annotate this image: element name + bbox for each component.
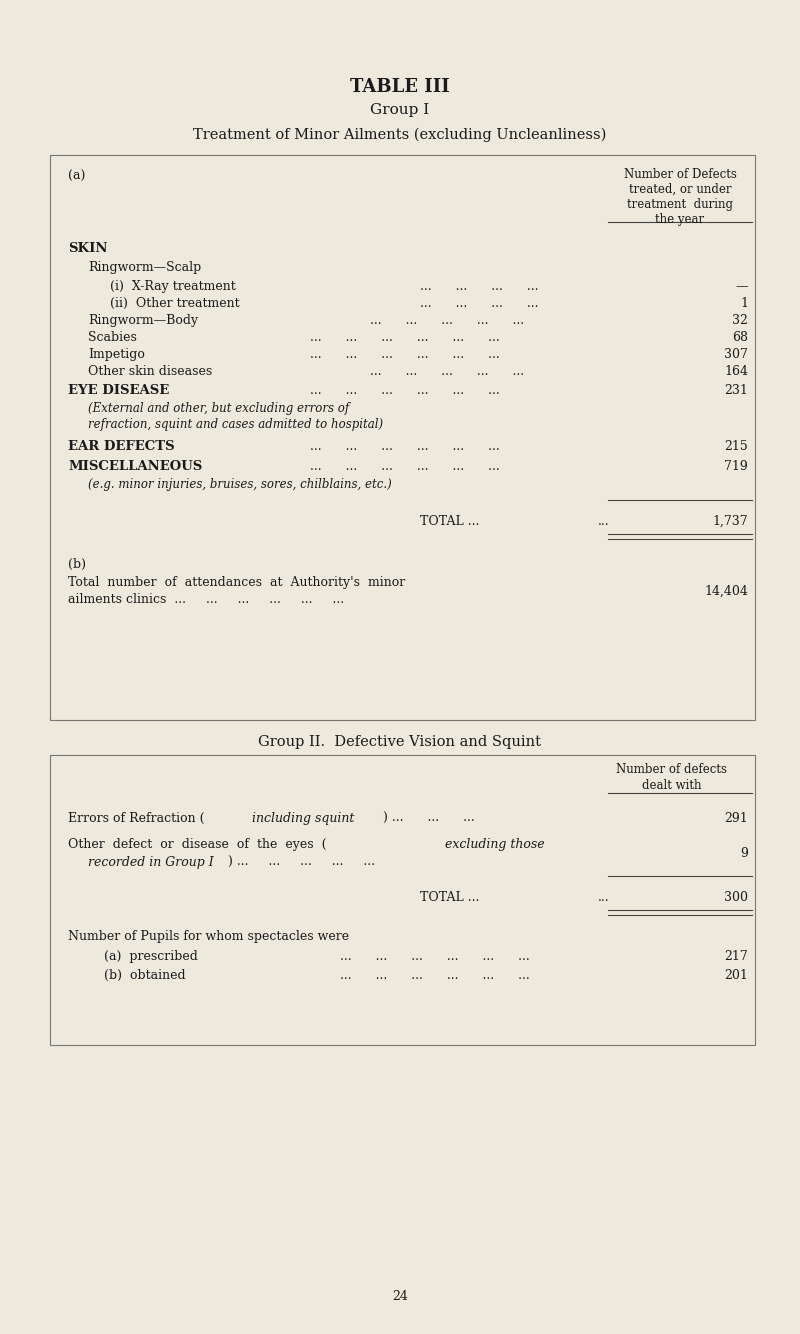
Text: (i)  X-Ray treatment: (i) X-Ray treatment (110, 280, 236, 293)
Text: 215: 215 (724, 440, 748, 454)
Bar (50, 755, 755, 1045)
Text: SKIN: SKIN (68, 241, 107, 255)
Text: ) ...     ...     ...     ...     ...: ) ... ... ... ... ... (228, 856, 375, 868)
Text: 32: 32 (732, 313, 748, 327)
Text: 291: 291 (724, 812, 748, 824)
Text: (a): (a) (68, 169, 86, 183)
Text: including squint: including squint (252, 812, 354, 824)
Text: 231: 231 (724, 384, 748, 398)
Text: ...      ...      ...      ...      ...      ...: ... ... ... ... ... ... (310, 348, 500, 362)
Text: ...      ...      ...      ...      ...      ...: ... ... ... ... ... ... (310, 331, 500, 344)
Text: EYE DISEASE: EYE DISEASE (68, 384, 170, 398)
Text: ailments clinics  ...     ...     ...     ...     ...     ...: ailments clinics ... ... ... ... ... ... (68, 594, 344, 606)
Text: Ringworm—Body: Ringworm—Body (88, 313, 198, 327)
Text: 217: 217 (724, 950, 748, 963)
Text: 164: 164 (724, 366, 748, 378)
Text: MISCELLANEOUS: MISCELLANEOUS (68, 460, 202, 474)
Text: treated, or under: treated, or under (629, 183, 731, 196)
Text: 719: 719 (724, 460, 748, 474)
Text: Treatment of Minor Ailments (excluding Uncleanliness): Treatment of Minor Ailments (excluding U… (194, 128, 606, 143)
Text: Impetigo: Impetigo (88, 348, 145, 362)
Text: Other skin diseases: Other skin diseases (88, 366, 212, 378)
Text: 1: 1 (740, 297, 748, 309)
Text: Group I: Group I (370, 103, 430, 117)
Text: ...: ... (598, 891, 610, 904)
Text: 1,737: 1,737 (712, 515, 748, 528)
Text: —: — (735, 280, 748, 293)
Text: 307: 307 (724, 348, 748, 362)
Text: 9: 9 (740, 847, 748, 860)
Bar (50, 155, 755, 720)
Text: TOTAL ...: TOTAL ... (420, 891, 479, 904)
Text: ...: ... (598, 515, 610, 528)
Text: ...      ...      ...      ...: ... ... ... ... (420, 297, 538, 309)
Text: EAR DEFECTS: EAR DEFECTS (68, 440, 174, 454)
Text: ...      ...      ...      ...: ... ... ... ... (420, 280, 538, 293)
Text: dealt with: dealt with (642, 779, 702, 792)
Text: Scabies: Scabies (88, 331, 137, 344)
Text: (External and other, but excluding errors of: (External and other, but excluding error… (88, 402, 350, 415)
Text: 300: 300 (724, 891, 748, 904)
Text: ...      ...      ...      ...      ...      ...: ... ... ... ... ... ... (310, 440, 500, 454)
Text: 14,404: 14,404 (704, 586, 748, 598)
Text: (ii)  Other treatment: (ii) Other treatment (110, 297, 240, 309)
Text: ...      ...      ...      ...      ...      ...: ... ... ... ... ... ... (340, 950, 530, 963)
Text: TOTAL ...: TOTAL ... (420, 515, 479, 528)
Text: recorded in Group I: recorded in Group I (88, 856, 214, 868)
Text: (e.g. minor injuries, bruises, sores, chilblains, etc.): (e.g. minor injuries, bruises, sores, ch… (88, 478, 392, 491)
Text: refraction, squint and cases admitted to hospital): refraction, squint and cases admitted to… (88, 418, 383, 431)
Text: Total  number  of  attendances  at  Authority's  minor: Total number of attendances at Authority… (68, 576, 406, 590)
Text: ...      ...      ...      ...      ...      ...: ... ... ... ... ... ... (340, 968, 530, 982)
Text: ...      ...      ...      ...      ...: ... ... ... ... ... (370, 313, 524, 327)
Text: Number of Pupils for whom spectacles were: Number of Pupils for whom spectacles wer… (68, 930, 349, 943)
Text: (a)  prescribed: (a) prescribed (88, 950, 198, 963)
Text: Errors of Refraction (: Errors of Refraction ( (68, 812, 205, 824)
Text: 201: 201 (724, 968, 748, 982)
Text: ...      ...      ...      ...      ...: ... ... ... ... ... (370, 366, 524, 378)
Text: Number of defects: Number of defects (617, 763, 727, 776)
Text: the year: the year (655, 213, 705, 225)
Text: ) ...      ...      ...: ) ... ... ... (383, 812, 474, 824)
Text: ...      ...      ...      ...      ...      ...: ... ... ... ... ... ... (310, 460, 500, 474)
Text: Other  defect  or  disease  of  the  eyes  (: Other defect or disease of the eyes ( (68, 838, 326, 851)
Text: treatment  during: treatment during (627, 197, 733, 211)
Text: 68: 68 (732, 331, 748, 344)
Text: Number of Defects: Number of Defects (623, 168, 737, 181)
Text: (b)  obtained: (b) obtained (88, 968, 186, 982)
Text: Ringworm—Scalp: Ringworm—Scalp (88, 261, 202, 273)
Text: 24: 24 (392, 1290, 408, 1303)
Text: TABLE III: TABLE III (350, 77, 450, 96)
Text: Group II.  Defective Vision and Squint: Group II. Defective Vision and Squint (258, 735, 542, 748)
Text: excluding those: excluding those (445, 838, 545, 851)
Text: ...      ...      ...      ...      ...      ...: ... ... ... ... ... ... (310, 384, 500, 398)
Text: (b): (b) (68, 558, 86, 571)
